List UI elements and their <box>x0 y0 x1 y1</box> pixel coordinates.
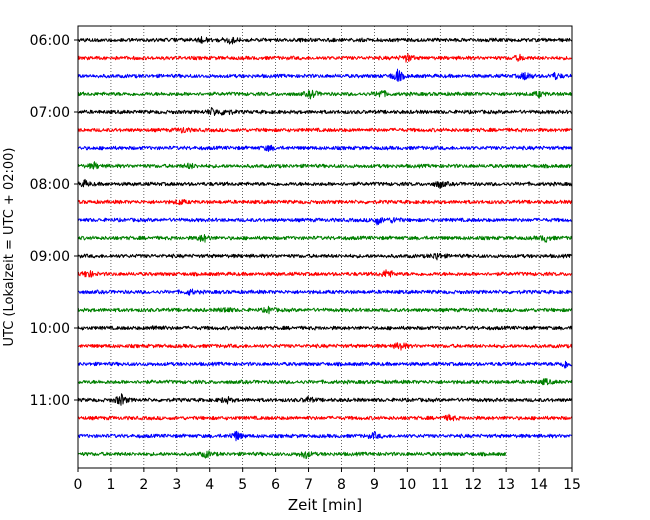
y-tick-label: 07:00 <box>30 105 70 121</box>
x-tick-label: 6 <box>271 477 280 493</box>
trace-1015 <box>77 342 573 351</box>
x-tick-label: 8 <box>337 477 346 493</box>
trace-1130 <box>77 430 573 442</box>
seismic-traces <box>77 36 573 460</box>
x-tick-label: 12 <box>464 477 482 493</box>
y-tick-label: 11:00 <box>30 393 70 409</box>
trace-1030 <box>77 360 573 369</box>
trace-1100 <box>77 393 573 406</box>
trace-0915 <box>77 269 573 278</box>
x-tick-label: 1 <box>106 477 115 493</box>
trace-0845 <box>77 234 573 243</box>
trace-0700 <box>77 107 573 116</box>
trace-0715 <box>77 127 573 134</box>
x-tick-label: 13 <box>497 477 515 493</box>
x-tick-label: 2 <box>139 477 148 493</box>
y-axis-ticks: 06:00 07:00 08:00 09:00 10:00 11:00 <box>30 33 78 409</box>
trace-0645 <box>77 89 573 100</box>
trace-0745 <box>77 161 573 170</box>
plot-frame <box>77 25 573 469</box>
trace-1115 <box>77 413 573 422</box>
x-tick-label: 9 <box>370 477 379 493</box>
y-tick-label: 06:00 <box>30 33 70 49</box>
trace-0630 <box>77 68 573 82</box>
y-tick-label: 08:00 <box>30 177 70 193</box>
x-axis-ticks: 0 1 2 3 4 5 6 7 8 9 10 11 12 13 14 15 <box>74 468 581 493</box>
trace-1045 <box>77 378 573 386</box>
trace-0800 <box>77 178 573 189</box>
trace-0815 <box>77 199 573 206</box>
y-axis-label: UTC (Lokalzeit = UTC + 02:00) <box>2 148 17 347</box>
x-tick-label: 7 <box>304 477 313 493</box>
x-tick-label: 11 <box>431 477 449 493</box>
y-tick-label: 10:00 <box>30 321 70 337</box>
trace-0930 <box>77 288 573 296</box>
trace-0600 <box>77 36 573 45</box>
x-tick-label: 3 <box>172 477 181 493</box>
x-tick-label: 10 <box>398 477 416 493</box>
trace-0830 <box>77 217 573 226</box>
trace-0900 <box>77 252 573 261</box>
trace-0615 <box>77 53 572 63</box>
trace-0730 <box>77 144 573 152</box>
trace-0945 <box>77 305 573 315</box>
x-tick-label: 5 <box>238 477 247 493</box>
x-tick-label: 4 <box>205 477 214 493</box>
x-tick-label: 0 <box>74 477 83 493</box>
trace-1145 <box>77 450 507 460</box>
y-tick-label: 09:00 <box>30 249 70 265</box>
trace-1000 <box>77 325 573 331</box>
x-tick-label: 15 <box>563 477 581 493</box>
x-axis-label: Zeit [min] <box>288 496 362 514</box>
x-tick-label: 14 <box>530 477 548 493</box>
